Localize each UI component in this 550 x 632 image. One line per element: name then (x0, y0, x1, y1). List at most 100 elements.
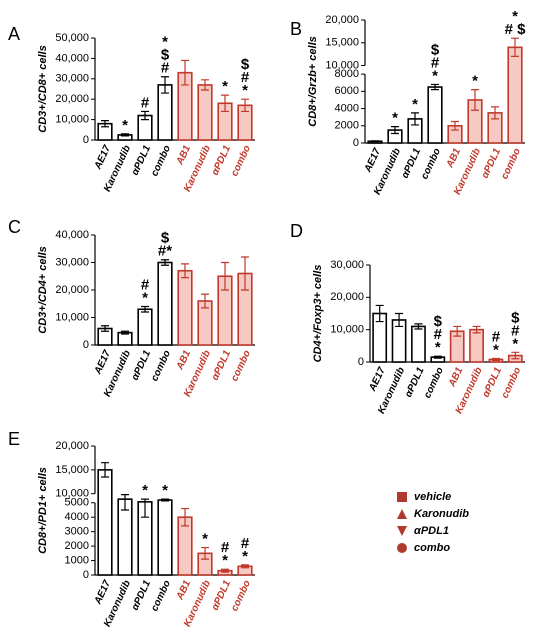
y-tick-label: 8000 (335, 68, 359, 80)
y-tick-label: 30,000 (330, 259, 364, 271)
error-bar (471, 89, 479, 111)
error-bar (101, 120, 109, 128)
significance-mark: * (202, 531, 208, 548)
significance-mark: * (472, 73, 478, 90)
y-tick-label: 20,000 (325, 14, 359, 26)
error-bar (431, 83, 439, 91)
error-bar (241, 256, 249, 291)
y-tick-label: 40,000 (55, 52, 89, 64)
error-bar (121, 330, 129, 335)
error-bar (511, 351, 520, 360)
significance-mark: #* (158, 243, 172, 260)
error-bar (141, 498, 149, 518)
error-bar (181, 507, 189, 527)
error-bar (433, 355, 442, 359)
significance-mark: # (431, 54, 440, 71)
y-axis-label: CD3+/CD8+ cells (37, 45, 49, 132)
y-tick-label: 3000 (65, 526, 89, 538)
x-tick-label: AB1 (174, 578, 193, 602)
error-bar (241, 98, 249, 113)
y-tick-label: 10,000 (55, 311, 89, 323)
y-tick-label: 1000 (65, 554, 89, 566)
significance-mark: * (222, 78, 228, 95)
error-bar (451, 120, 459, 131)
y-tick-label: 15,000 (55, 464, 89, 476)
bar (137, 308, 153, 346)
y-tick-label: 10,000 (55, 488, 89, 500)
y-tick-label: 10,000 (330, 324, 364, 336)
significance-mark: # $ (505, 21, 527, 38)
significance-mark: # (492, 328, 501, 345)
error-bar (221, 568, 229, 573)
error-bar (201, 79, 209, 91)
error-bar (491, 106, 499, 120)
y-tick-label: 6000 (335, 85, 359, 97)
error-bar (101, 325, 109, 332)
y-tick-label: 10,000 (55, 114, 89, 126)
error-bar (241, 564, 249, 569)
significance-mark: * (162, 34, 168, 51)
error-bar (181, 59, 189, 86)
error-bar (221, 94, 229, 113)
error-bar (371, 140, 379, 143)
bar (177, 269, 193, 346)
y-tick-label: 50,000 (55, 32, 89, 44)
y-tick-label: 0 (83, 569, 89, 581)
error-bar (201, 546, 209, 560)
bar (507, 46, 523, 144)
error-bar (411, 112, 419, 126)
significance-mark: * (392, 110, 398, 127)
x-tick-label: AE17 (92, 143, 113, 172)
legend-label: αPDL1 (414, 525, 449, 537)
y-axis-label: CD3+/CD4+ cells (37, 246, 49, 333)
error-bar (161, 259, 169, 266)
y-tick-label: 4000 (65, 511, 89, 523)
significance-mark: # (141, 94, 150, 111)
x-tick-label: AE17 (367, 365, 388, 394)
y-tick-label: 2000 (65, 540, 89, 552)
bar (469, 328, 484, 363)
panel-letter: E (8, 429, 20, 449)
y-tick-label: 30,000 (55, 73, 89, 85)
significance-mark: * (162, 482, 168, 499)
significance-mark: # (241, 535, 250, 552)
significance-mark: * (122, 117, 128, 134)
y-tick-label: 0 (83, 339, 89, 351)
x-tick-label: AB1 (174, 143, 193, 167)
significance-mark: * (512, 335, 518, 352)
error-bar (391, 126, 399, 135)
significance-mark: # (221, 539, 230, 556)
bar (157, 499, 173, 576)
significance-mark: * (412, 96, 418, 113)
panel-letter: D (290, 221, 303, 241)
legend-marker (397, 509, 407, 519)
significance-mark: $ (511, 309, 520, 326)
panel-letter: A (8, 24, 20, 44)
y-tick-label: 0 (83, 134, 89, 146)
error-bar (121, 494, 129, 511)
legend-marker (397, 543, 407, 553)
bar (411, 325, 426, 363)
significance-mark: # (161, 60, 170, 77)
y-axis-label: CD8+/Grzb+ cells (307, 36, 319, 127)
y-axis-label: CD4+/Foxp3+ cells (312, 265, 324, 363)
bar (97, 469, 113, 576)
bar (157, 261, 173, 346)
y-tick-label: 10,000 (325, 59, 359, 71)
error-bar (201, 293, 209, 309)
error-bar (395, 312, 404, 328)
error-bar (101, 462, 109, 478)
significance-mark: # (241, 69, 250, 86)
y-tick-label: 5000 (65, 497, 89, 509)
y-tick-label: 15,000 (325, 37, 359, 49)
x-tick-label: AE17 (362, 146, 383, 175)
y-tick-label: 40,000 (55, 229, 89, 241)
legend-label: vehicle (414, 491, 451, 503)
significance-mark: * (222, 552, 228, 569)
significance-mark: * (142, 289, 148, 306)
y-tick-label: 30,000 (55, 256, 89, 268)
y-tick-label: 20,000 (330, 291, 364, 303)
x-tick-label: AB1 (444, 146, 463, 170)
error-bar (491, 357, 500, 361)
